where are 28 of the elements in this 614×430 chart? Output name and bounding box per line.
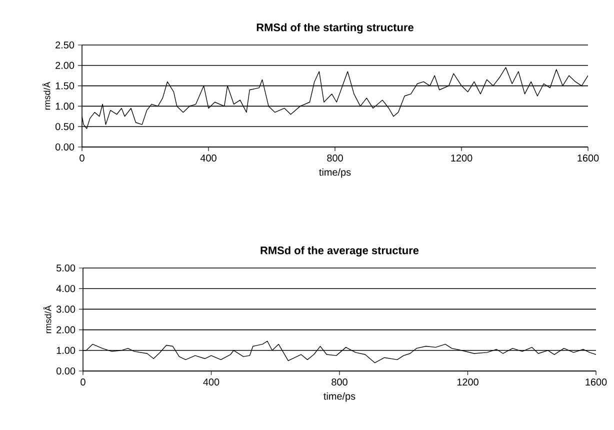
x-tick-label: 1200 xyxy=(451,154,472,162)
y-tick-label: 2.00 xyxy=(56,62,74,69)
x-tick-label: 1600 xyxy=(586,378,607,386)
y-tick-label: 0.00 xyxy=(55,143,74,151)
x-tick-label: 0 xyxy=(80,378,86,386)
y-tick-label: 1.50 xyxy=(56,82,74,90)
y-tick-label: 5.00 xyxy=(56,264,76,272)
y-tick-label: 2.50 xyxy=(56,41,74,49)
y-tick-label: 1.00 xyxy=(56,346,76,354)
y-tick-label: 3.00 xyxy=(56,306,76,313)
chart-title: RMSd of the starting structure xyxy=(256,23,414,34)
y-tick-label: 1.00 xyxy=(56,102,74,110)
x-tick-label: 1600 xyxy=(578,154,599,162)
y-axis-title: rmsd/Å xyxy=(43,305,52,334)
x-tick-label: 400 xyxy=(203,378,220,386)
y-axis-title: rmsd/Å xyxy=(42,82,50,110)
x-tick-label: 0 xyxy=(80,154,84,162)
x-tick-label: 800 xyxy=(332,378,348,386)
x-axis-title: time/ps xyxy=(319,168,351,178)
y-tick-label: 0.00 xyxy=(56,367,76,375)
x-tick-label: 800 xyxy=(327,154,343,162)
x-axis-title: time/ps xyxy=(324,392,356,402)
x-tick-label: 400 xyxy=(200,154,216,162)
x-tick-label: 1200 xyxy=(457,378,478,386)
chart-title: RMSd of the average structure xyxy=(260,246,419,257)
y-tick-label: 2.00 xyxy=(56,326,76,334)
y-tick-label: 4.00 xyxy=(56,285,76,292)
y-tick-label: 0.50 xyxy=(55,123,74,130)
